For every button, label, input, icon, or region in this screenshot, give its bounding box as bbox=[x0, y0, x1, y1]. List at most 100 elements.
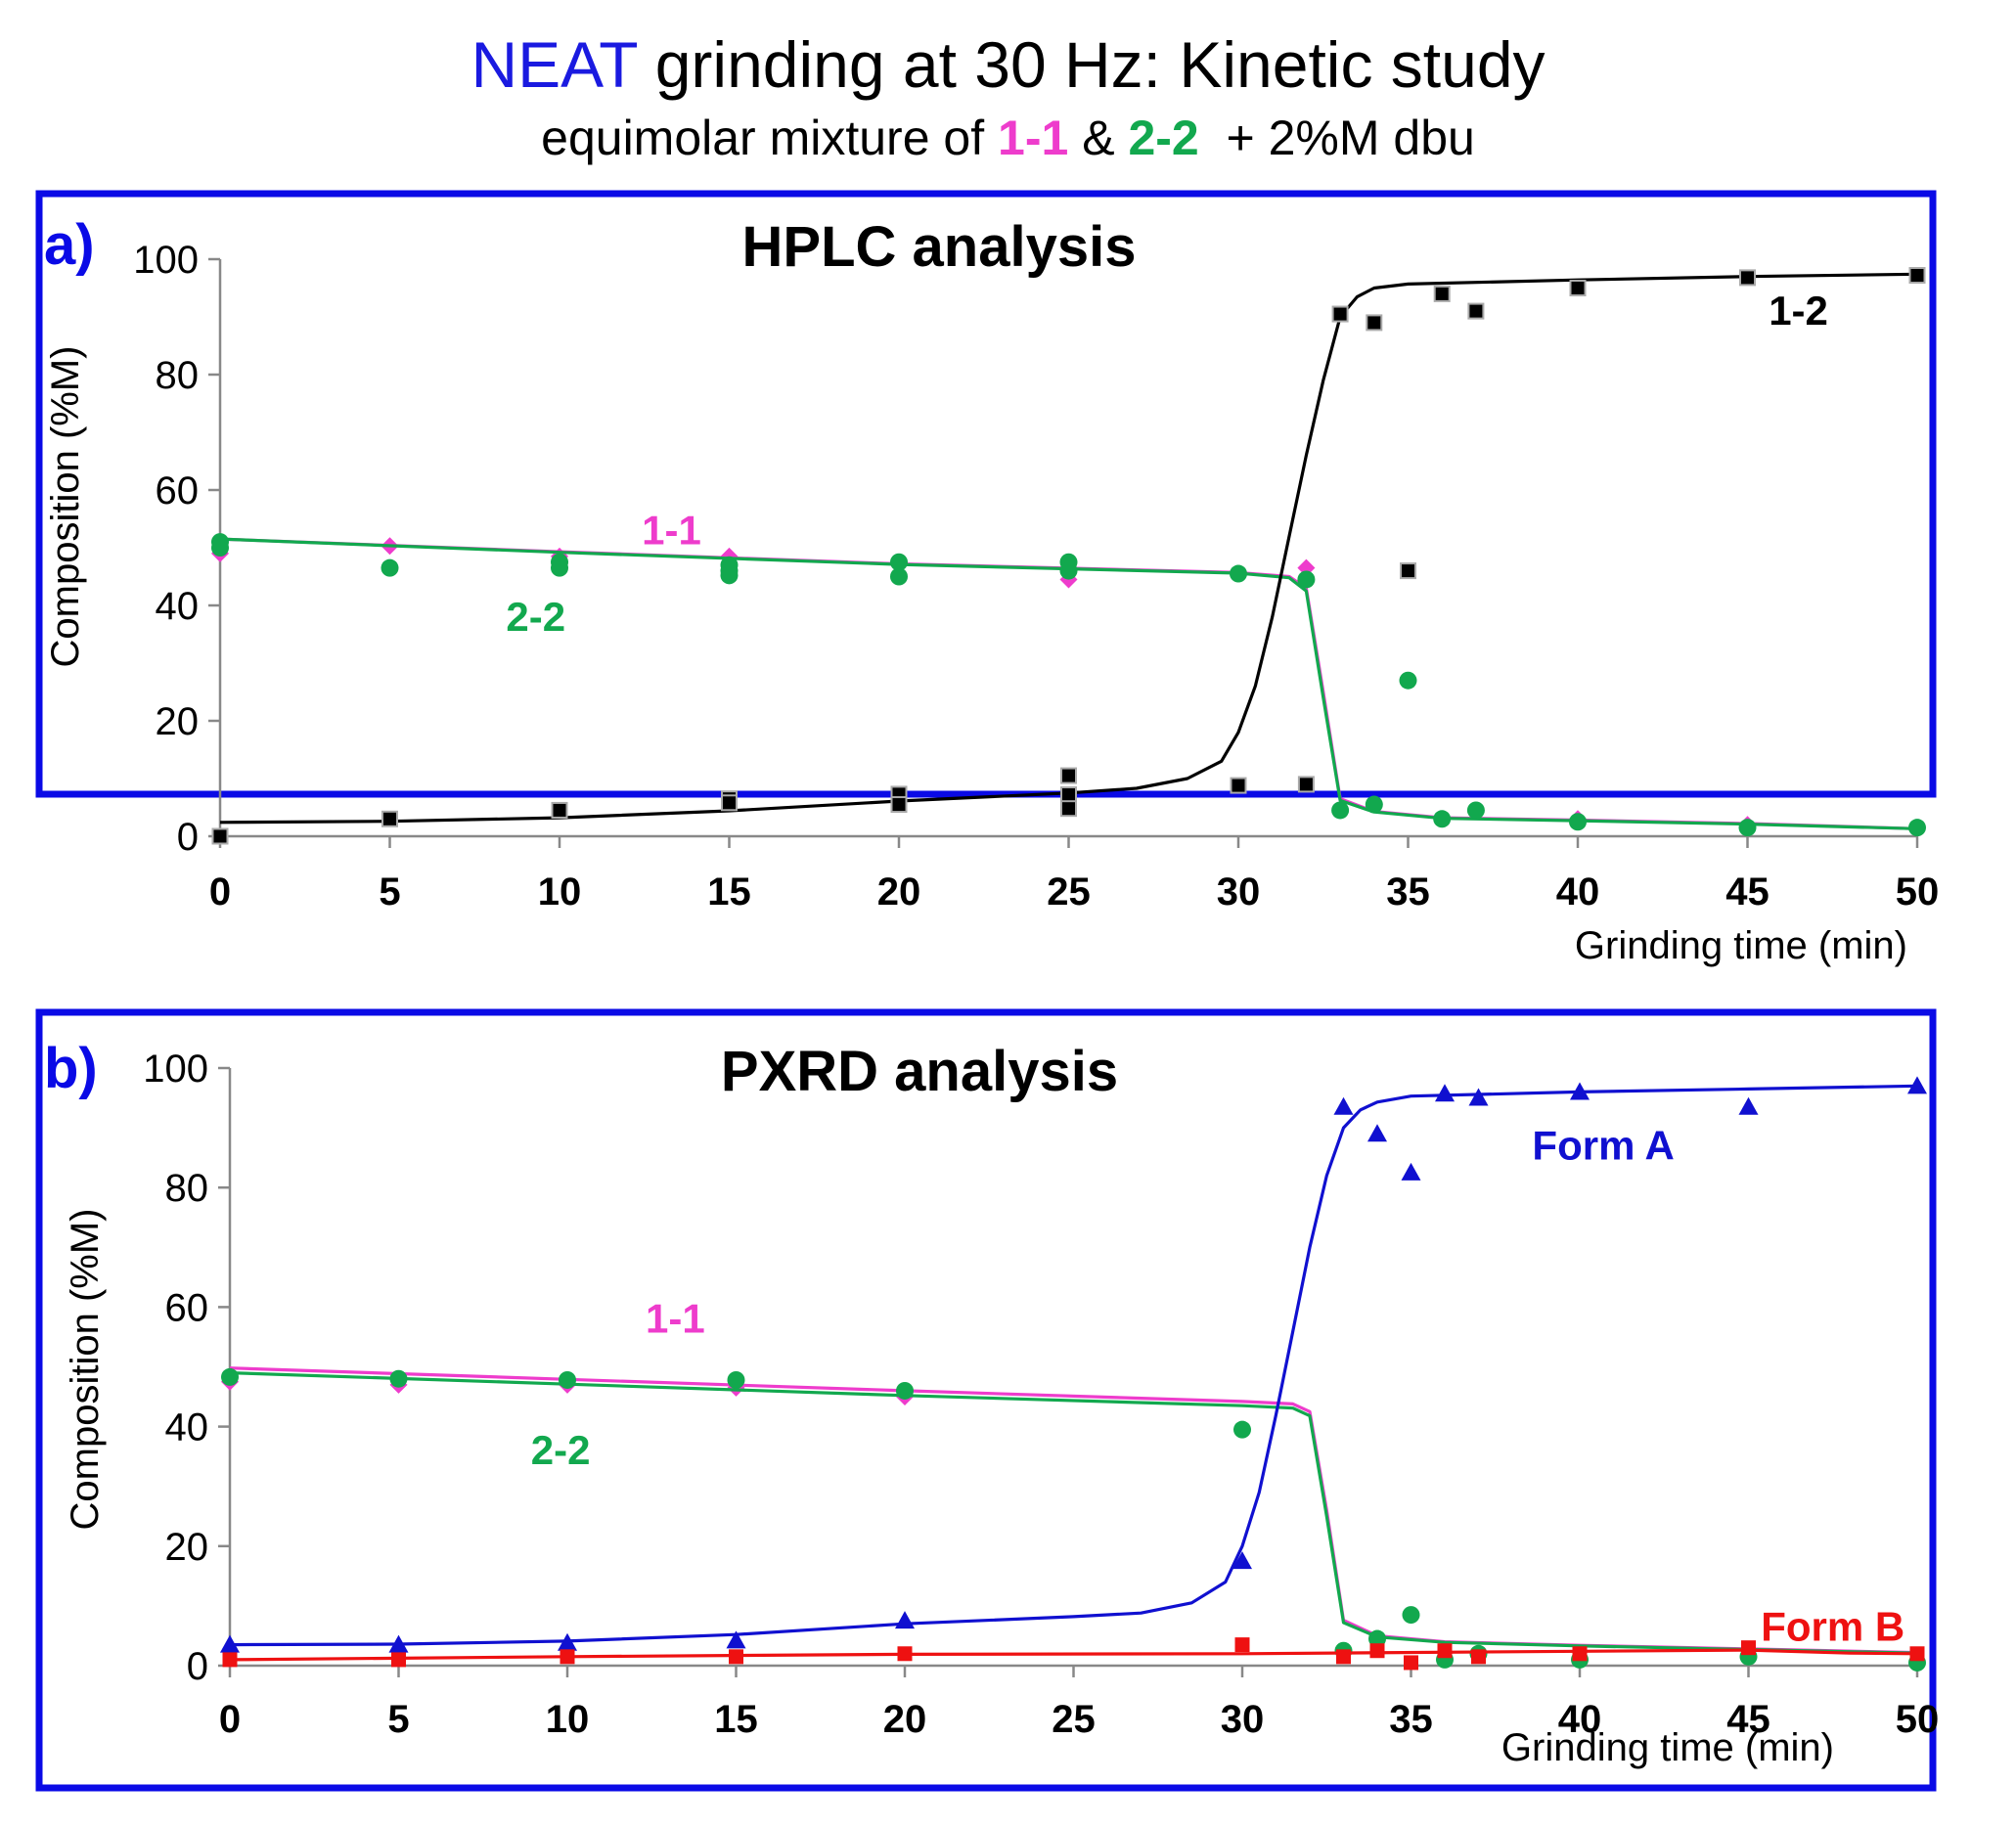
x-tick-label: 40 bbox=[1558, 1698, 1602, 1741]
data-point-square bbox=[1471, 1649, 1486, 1665]
series-black-square bbox=[211, 267, 1926, 845]
subtitle-pre: equimolar mixture of bbox=[541, 111, 985, 165]
data-point-square bbox=[391, 1652, 406, 1668]
data-point-square bbox=[1060, 767, 1077, 784]
data-point-triangle bbox=[1907, 1076, 1927, 1094]
figure-title: NEAT grinding at 30 Hz: Kinetic study bbox=[0, 27, 2016, 102]
data-point-circle bbox=[1908, 819, 1926, 837]
x-tick-label: 35 bbox=[1386, 870, 1430, 914]
data-point-circle bbox=[1331, 801, 1350, 820]
y-tick-label: 40 bbox=[165, 1406, 209, 1449]
data-point-square bbox=[1331, 305, 1349, 323]
data-point-square bbox=[1400, 562, 1416, 580]
data-point-square bbox=[1336, 1649, 1351, 1665]
series-annotation-magenta: 1-1 bbox=[642, 507, 701, 553]
x-axis-label: Grinding time (min) bbox=[1501, 1726, 1834, 1769]
series-red-square bbox=[222, 1637, 1925, 1671]
y-tick-label: 100 bbox=[143, 1048, 208, 1091]
data-point-square bbox=[1060, 800, 1077, 818]
subtitle-compound-a: 1-1 bbox=[998, 111, 1069, 165]
y-tick-label: 80 bbox=[156, 354, 200, 397]
data-point-square bbox=[721, 794, 738, 812]
data-point-circle bbox=[890, 567, 908, 586]
data-point-triangle bbox=[895, 1611, 915, 1629]
y-axis-label: Composition (%M) bbox=[64, 1209, 107, 1531]
data-point-square bbox=[897, 1646, 913, 1662]
panel-frame bbox=[35, 1008, 1937, 1792]
data-point-triangle bbox=[388, 1634, 409, 1653]
data-point-triangle bbox=[1435, 1084, 1455, 1102]
data-point-square bbox=[1234, 1637, 1250, 1653]
series-annotation-black: 1-2 bbox=[1769, 288, 1828, 334]
data-point-triangle bbox=[1401, 1162, 1421, 1181]
x-tick-label: 50 bbox=[1896, 870, 1940, 914]
y-tick-label: 80 bbox=[165, 1167, 209, 1210]
data-point-square bbox=[1908, 267, 1926, 285]
x-tick-label: 30 bbox=[1221, 1698, 1265, 1741]
data-point-circle bbox=[559, 1370, 576, 1389]
data-point-square bbox=[1297, 776, 1315, 793]
data-point-triangle bbox=[558, 1632, 577, 1651]
data-point-square bbox=[1404, 1655, 1418, 1671]
data-point-triangle bbox=[1232, 1551, 1252, 1570]
panel-a-hplc: 0 20 40 60 80 100 0 5 10 15 20 25 30 35 40 45 50 Grinding… bbox=[35, 190, 1940, 967]
data-point-circle bbox=[720, 566, 739, 585]
x-tick-label: 0 bbox=[209, 870, 231, 914]
data-point-circle bbox=[1569, 813, 1587, 831]
data-point-square bbox=[1369, 1643, 1385, 1659]
series-annotation-red: Form B bbox=[1761, 1603, 1904, 1649]
fit-line-black bbox=[219, 272, 1918, 825]
data-point-circle bbox=[1368, 1629, 1386, 1648]
data-point-circle bbox=[727, 1370, 745, 1389]
series-magenta-diamond bbox=[221, 1366, 1918, 1655]
y-tick-label: 20 bbox=[156, 700, 200, 743]
data-point-triangle bbox=[1738, 1096, 1759, 1115]
data-point-square bbox=[560, 1649, 575, 1665]
figure-subtitle: equimolar mixture of 1-1 & 2-2 + 2%M dbu bbox=[0, 110, 2016, 166]
x-tick-label: 50 bbox=[1896, 1698, 1940, 1741]
x-tick-label: 0 bbox=[219, 1698, 241, 1741]
data-point-circle bbox=[1365, 795, 1383, 814]
x-tick-label: 15 bbox=[714, 1698, 758, 1741]
fit-line-green bbox=[229, 1371, 1918, 1655]
x-tick-label: 5 bbox=[379, 870, 400, 914]
data-point-square bbox=[1739, 269, 1756, 287]
x-tick-label: 20 bbox=[877, 870, 921, 914]
subtitle-amp: & bbox=[1082, 111, 1115, 165]
x-tick-label: 20 bbox=[883, 1698, 927, 1741]
y-tick-label: 100 bbox=[133, 239, 199, 282]
data-point-square bbox=[1569, 280, 1587, 296]
data-point-square bbox=[1467, 302, 1485, 320]
y-tick-label: 0 bbox=[187, 1645, 208, 1688]
data-point-square bbox=[729, 1649, 743, 1665]
x-axis-label: Grinding time (min) bbox=[1575, 924, 1907, 967]
x-tick-label: 40 bbox=[1556, 870, 1600, 914]
fit-line-magenta bbox=[229, 1366, 1918, 1655]
y-axis-label: Composition (%M) bbox=[44, 346, 87, 668]
data-point-square bbox=[1366, 314, 1383, 332]
data-point-circle bbox=[1402, 1606, 1420, 1625]
data-point-circle bbox=[896, 1381, 914, 1400]
data-point-circle bbox=[890, 553, 908, 571]
x-tick-label: 10 bbox=[546, 1698, 590, 1741]
data-point-square bbox=[381, 810, 398, 827]
data-point-square bbox=[1060, 786, 1077, 804]
data-point-triangle bbox=[1468, 1088, 1489, 1106]
data-point-square bbox=[1230, 777, 1247, 794]
data-point-circle bbox=[211, 539, 229, 557]
y-tick-label: 40 bbox=[156, 585, 200, 628]
y-tick-label: 60 bbox=[156, 469, 200, 513]
data-point-circle bbox=[381, 558, 399, 577]
x-tick-label: 5 bbox=[387, 1698, 409, 1741]
series-green-circle bbox=[221, 1367, 1926, 1672]
series-annotation-green: 2-2 bbox=[531, 1427, 591, 1473]
data-point-square bbox=[890, 796, 908, 814]
title-rest: grinding at 30 Hz: Kinetic study bbox=[654, 28, 1546, 101]
y-tick-label: 0 bbox=[177, 816, 199, 859]
data-point-circle bbox=[1233, 1420, 1251, 1439]
series-annotation-green: 2-2 bbox=[506, 594, 565, 640]
data-point-circle bbox=[1230, 564, 1247, 583]
x-tick-label: 25 bbox=[1052, 1698, 1096, 1741]
panel-frame bbox=[35, 190, 1937, 798]
